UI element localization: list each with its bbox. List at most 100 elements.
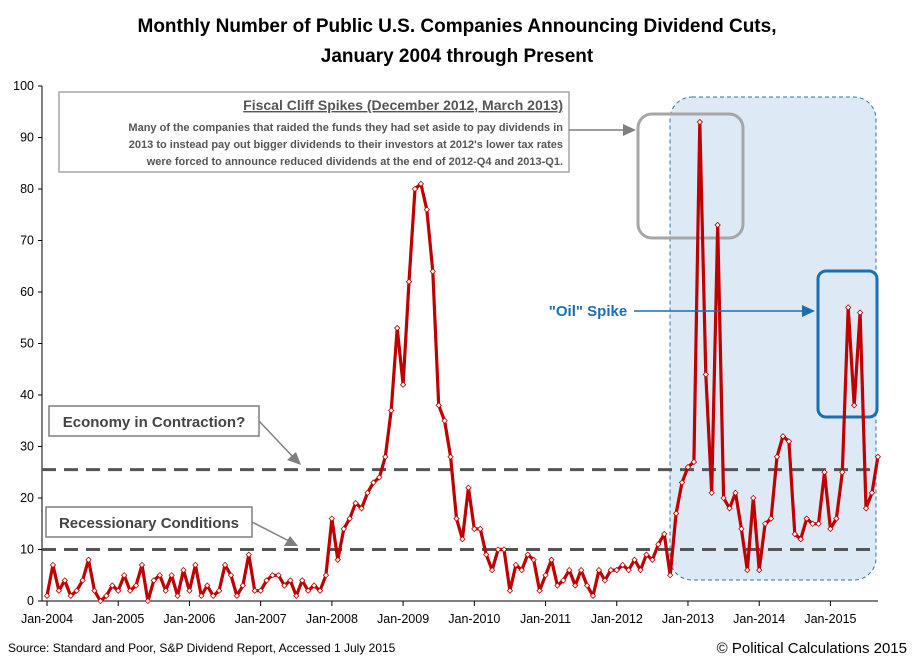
data-point xyxy=(435,402,442,409)
data-point xyxy=(67,592,74,600)
y-tick-label: 40 xyxy=(20,388,34,402)
data-point xyxy=(120,572,128,579)
data-point xyxy=(393,324,401,332)
y-tick-label: 60 xyxy=(20,285,34,299)
data-point xyxy=(370,479,377,486)
data-point xyxy=(862,505,870,512)
data-point xyxy=(388,407,395,414)
data-point xyxy=(471,525,478,533)
data-point xyxy=(874,453,882,460)
y-tick-label: 90 xyxy=(20,131,34,145)
y-tick-label: 0 xyxy=(27,594,34,608)
data-point xyxy=(346,515,353,522)
data-point xyxy=(73,587,80,594)
data-point xyxy=(667,572,674,579)
x-tick-label: Jan-2013 xyxy=(662,612,714,626)
series-dividend-cuts xyxy=(43,118,882,605)
y-tick-label: 70 xyxy=(20,234,34,248)
data-point xyxy=(672,510,680,517)
data-point xyxy=(275,572,282,579)
data-point xyxy=(79,577,86,584)
contraction-annotation: Economy in Contraction? xyxy=(48,405,301,465)
data-point xyxy=(192,561,199,569)
data-point xyxy=(678,479,686,486)
data-point xyxy=(257,587,264,594)
data-point xyxy=(150,577,157,584)
data-point xyxy=(767,515,775,522)
data-point xyxy=(756,566,763,574)
x-axis-ticks: Jan-2004 Jan-2005 Jan-2006 Jan-2007 Jan-2008… xyxy=(21,601,857,626)
data-point xyxy=(595,566,603,574)
data-point xyxy=(61,577,68,584)
oil-spike-label: "Oil" Spike xyxy=(549,303,627,320)
data-point xyxy=(204,582,211,589)
data-point xyxy=(744,566,751,574)
x-tick-label: Jan-2015 xyxy=(804,612,856,626)
data-point xyxy=(405,278,413,285)
data-point xyxy=(548,556,555,563)
data-point xyxy=(423,206,431,213)
data-point xyxy=(583,582,591,589)
data-point xyxy=(447,453,454,460)
data-point xyxy=(287,577,294,584)
data-point xyxy=(429,268,436,275)
data-point xyxy=(791,530,798,538)
data-point xyxy=(702,371,709,378)
data-point xyxy=(732,489,739,497)
data-point xyxy=(263,577,270,584)
y-axis-ticks: 0 10 20 30 40 50 60 70 80 90 100 xyxy=(13,79,42,608)
x-tick-label: Jan-2005 xyxy=(92,612,144,626)
data-point xyxy=(304,587,312,594)
data-point xyxy=(49,561,57,569)
data-point xyxy=(198,592,205,600)
data-point xyxy=(856,309,864,316)
data-point xyxy=(126,587,134,594)
data-point xyxy=(542,572,549,579)
data-point xyxy=(364,489,371,497)
data-point xyxy=(328,515,336,522)
data-point xyxy=(483,551,490,558)
data-point xyxy=(631,556,638,563)
x-tick-label: Jan-2012 xyxy=(591,612,643,626)
data-point xyxy=(174,592,181,600)
fiscal-cliff-heading: Fiscal Cliff Spikes (December 2012, Marc… xyxy=(243,97,563,113)
data-point xyxy=(156,572,163,579)
data-point xyxy=(607,566,614,574)
contraction-label-box xyxy=(48,405,260,437)
source-note: Source: Standard and Poor, S&P Dividend … xyxy=(8,641,396,655)
data-point xyxy=(103,592,110,600)
fiscal-cliff-line-3: were forced to announce reduced dividend… xyxy=(146,156,563,168)
data-point xyxy=(376,474,383,481)
x-tick-label: Jan-2009 xyxy=(377,612,429,626)
data-point xyxy=(299,577,306,584)
contraction-label: Economy in Contraction? xyxy=(63,414,246,431)
data-point xyxy=(477,525,484,533)
data-point xyxy=(601,577,609,584)
data-point xyxy=(85,556,92,563)
data-point xyxy=(773,453,781,460)
y-tick-label: 10 xyxy=(20,543,34,557)
data-point xyxy=(488,566,496,574)
x-tick-label: Jan-2004 xyxy=(21,612,73,626)
data-point xyxy=(868,489,876,497)
contraction-arrow-head xyxy=(287,452,301,465)
data-point xyxy=(109,582,116,589)
data-point xyxy=(726,505,733,512)
data-point xyxy=(334,556,341,563)
x-tick-label: Jan-2011 xyxy=(520,612,571,626)
fiscal-cliff-annotation: Fiscal Cliff Spikes (December 2012, Marc… xyxy=(58,91,636,173)
data-point xyxy=(518,566,525,574)
data-point xyxy=(459,536,466,543)
data-point xyxy=(714,221,721,229)
data-point xyxy=(245,551,252,558)
fiscal-cliff-arrow-head xyxy=(623,124,636,136)
data-point xyxy=(625,566,632,574)
x-tick-label: Jan-2010 xyxy=(448,612,500,626)
data-point xyxy=(239,582,247,589)
fiscal-cliff-annotation-box xyxy=(58,91,570,173)
recession-arrow-line xyxy=(251,521,290,542)
data-point xyxy=(316,587,324,594)
data-point xyxy=(97,597,104,605)
data-point xyxy=(738,525,745,533)
